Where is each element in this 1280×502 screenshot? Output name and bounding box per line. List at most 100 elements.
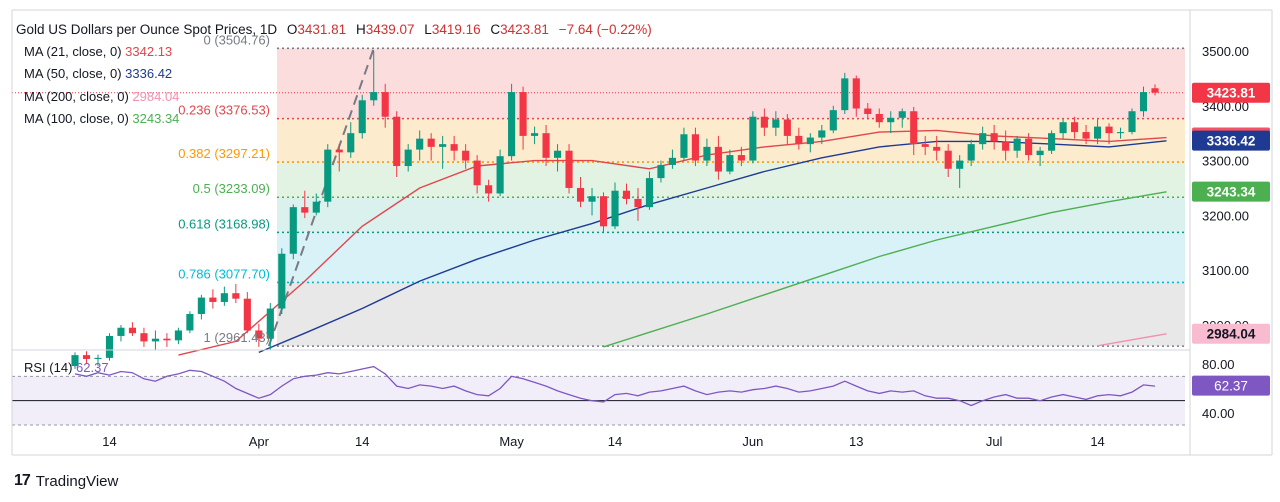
candle-body	[737, 155, 745, 161]
ma-line	[178, 129, 1167, 356]
candle-body	[393, 116, 401, 167]
ma-value: 3243.34	[132, 111, 180, 126]
candle-body	[151, 338, 159, 342]
brand-name: TradingView	[35, 472, 119, 490]
candle-body	[576, 187, 585, 202]
price-tick-label: 3200.00	[1202, 208, 1249, 223]
candle-body	[1105, 126, 1113, 134]
rsi-badge	[1192, 375, 1270, 396]
close-value: 3423.81	[500, 22, 549, 37]
price-tick-label: 3500.00	[1202, 44, 1249, 59]
price-badge	[1192, 82, 1270, 103]
candle-body	[1025, 138, 1033, 156]
time-tick-label: 14	[355, 434, 369, 449]
fib-zone	[277, 282, 1185, 347]
rsi-badge-text: 62.37	[1214, 379, 1248, 394]
candle-body	[622, 190, 631, 199]
price-badge-text: 3243.34	[1207, 185, 1256, 200]
fib-labels: 0 (3504.76) 0.236 (3376.53) 0.382 (3297.21…	[178, 32, 270, 345]
candle-body	[1139, 92, 1148, 112]
time-tick-label: 14	[1090, 434, 1104, 449]
candle-body	[1151, 88, 1159, 93]
chart-header: Gold US Dollars per Ounce Spot Prices, 1…	[16, 22, 652, 37]
fib-zones	[277, 48, 1185, 347]
candle-body	[979, 133, 987, 145]
candle-body	[128, 327, 137, 334]
moving-averages	[178, 129, 1167, 356]
fib-label: 1 (2961.43)	[204, 330, 271, 345]
time-tick-label: 14	[102, 434, 116, 449]
candle-body	[450, 144, 458, 151]
close-label: C	[490, 22, 501, 37]
ma-legend-50[interactable]: MA (50, close, 0) 3336.42	[24, 66, 172, 82]
ma-line	[258, 140, 1167, 354]
candle-body	[714, 146, 722, 172]
candle-body	[852, 78, 860, 109]
candle-body	[806, 137, 814, 145]
candle-body	[990, 133, 998, 142]
time-tick-label: Jul	[986, 434, 1003, 449]
ma-label: MA (21, close, 0)	[24, 44, 122, 59]
candle-body	[1071, 122, 1079, 133]
candle-body	[599, 196, 608, 227]
candle-body	[703, 146, 711, 161]
ma-legend-21[interactable]: MA (21, close, 0) 3342.13	[24, 44, 172, 60]
candle-body	[760, 116, 768, 128]
candle-body	[163, 338, 171, 341]
candle-body	[1116, 132, 1125, 134]
fib-lines	[12, 47, 1185, 347]
candle-body	[255, 330, 263, 339]
candle-body	[508, 92, 516, 157]
price-badge-text: 3423.81	[1207, 86, 1256, 101]
candle-body	[324, 149, 332, 202]
fib-zone	[277, 48, 1185, 119]
time-tick-label: Jun	[742, 434, 763, 449]
low-label: L	[424, 22, 432, 37]
open-label: O	[286, 22, 298, 37]
fib-label: 0.786 (3077.70)	[178, 266, 270, 281]
candle-body	[680, 134, 688, 158]
candle-body	[749, 116, 757, 161]
candle-body	[485, 185, 493, 194]
ma-label: MA (200, close, 0)	[24, 89, 129, 104]
rsi-tick-label: 80.00	[1202, 357, 1235, 372]
ma-label: MA (50, close, 0)	[24, 66, 122, 81]
candle-body	[462, 150, 470, 161]
tradingview-brand[interactable]: 17 TradingView	[14, 472, 118, 490]
candle-body	[588, 196, 596, 202]
ma-value: 3342.13	[125, 44, 173, 59]
candle-body	[967, 144, 975, 161]
ma-legend-100[interactable]: MA (100, close, 0) 3243.34	[24, 111, 179, 127]
open-value: 3431.81	[297, 22, 347, 37]
time-tick-label: May	[499, 434, 524, 449]
ma-line	[603, 191, 1167, 348]
candle-body	[691, 134, 699, 161]
candle-body	[197, 297, 205, 315]
candle-body	[301, 207, 309, 213]
fib-label: 0.618 (3168.98)	[178, 216, 270, 231]
candle-body	[1128, 111, 1136, 133]
rsi-legend[interactable]: RSI (14) 62.37	[24, 360, 109, 376]
price-badge	[1192, 181, 1270, 202]
candle-body	[933, 146, 941, 151]
candle-body	[404, 149, 412, 167]
price-badge	[1192, 323, 1270, 344]
candle-body	[864, 108, 872, 114]
price-badge-text: 3336.42	[1207, 134, 1256, 149]
time-tick-label: 13	[849, 434, 863, 449]
ma-legend-200[interactable]: MA (200, close, 0) 2984.04	[24, 89, 179, 105]
candle-body	[416, 138, 424, 150]
fib-label: 0.5 (3233.09)	[193, 181, 270, 196]
time-tick-label: 14	[608, 434, 622, 449]
candle-body	[427, 138, 435, 147]
rsi-label: RSI (14)	[24, 360, 73, 375]
candle-body	[496, 156, 504, 194]
candle-body	[519, 92, 527, 136]
candle-body	[220, 293, 228, 302]
ma-label: MA (100, close, 0)	[24, 111, 129, 126]
candle-body	[381, 92, 389, 117]
fib-zone	[277, 232, 1185, 283]
candle-body	[1059, 122, 1067, 134]
